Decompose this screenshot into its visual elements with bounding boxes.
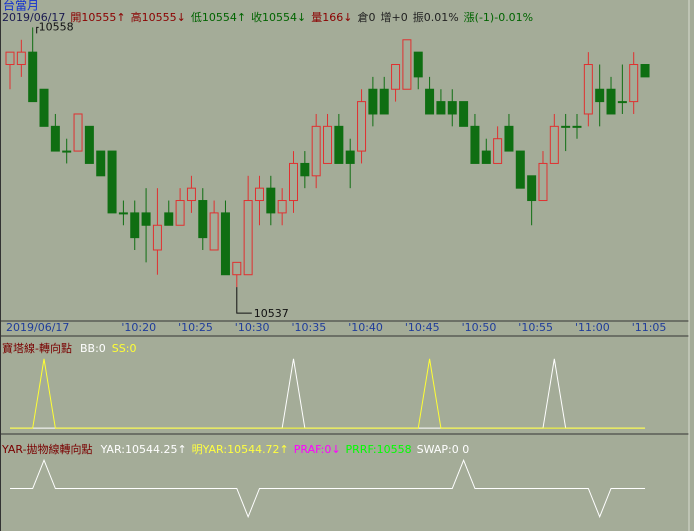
candle-body <box>311 125 321 177</box>
candle-body <box>527 175 537 202</box>
candle-body <box>289 162 298 202</box>
x-tick-label: '11:05 <box>632 321 667 334</box>
candle-body <box>334 125 344 164</box>
candle-body <box>28 51 38 103</box>
candle-body <box>561 125 571 128</box>
candle-body <box>141 212 151 226</box>
candle-body <box>459 101 469 127</box>
candle-body <box>50 125 60 152</box>
x-tick-label: '10:50 <box>462 321 497 334</box>
candle-body <box>243 200 253 276</box>
readout: 明YAR:10544.72↑ <box>192 443 289 456</box>
candle-body <box>118 212 128 215</box>
candle-body <box>504 125 514 152</box>
readout: PRAF:0↓ <box>294 443 341 456</box>
x-tick-label: '10:35 <box>292 321 327 334</box>
legend-entry: BB:0 <box>80 342 106 355</box>
candle-body <box>447 101 457 115</box>
candle-body <box>595 88 605 103</box>
candle-body <box>470 125 480 164</box>
x-tick-label: '10:30 <box>235 321 270 334</box>
candle-body <box>220 212 230 276</box>
candle-body <box>164 212 174 226</box>
candle-body <box>493 138 503 164</box>
x-tick-label: 2019/06/17 <box>6 321 69 334</box>
readout: PRRF:10558 <box>346 443 412 456</box>
candle-body <box>413 51 423 78</box>
low-connector <box>236 287 252 314</box>
info-item: 漲(-1)-0.01% <box>464 11 533 24</box>
candle-body <box>640 64 650 78</box>
indicator-line <box>10 458 646 519</box>
candle-body <box>391 64 401 90</box>
candle-body <box>515 150 525 189</box>
high-connector <box>36 26 39 34</box>
candle-body <box>606 88 616 115</box>
x-tick-label: '10:45 <box>405 321 440 334</box>
candle-body <box>481 150 491 164</box>
panel-title: 寶塔線-轉向點 <box>2 341 72 355</box>
candle-body <box>198 200 208 239</box>
legend-entry: SS:0 <box>112 342 137 355</box>
x-tick-label: '11:00 <box>575 321 610 334</box>
high-label: 10558 <box>39 20 74 33</box>
candle-body <box>232 261 242 276</box>
candle-body <box>84 125 94 164</box>
candle-body <box>62 150 72 153</box>
candle-body <box>254 187 264 202</box>
candle-body <box>617 101 627 104</box>
candle-body <box>629 64 639 103</box>
info-item: 倉0 <box>358 10 376 24</box>
info-item: 增+0 <box>381 10 408 24</box>
candle-body <box>323 125 333 164</box>
candle-body <box>16 51 26 66</box>
candle-body <box>583 64 593 115</box>
candle-body <box>549 125 559 164</box>
candle-body <box>96 150 106 177</box>
candle-body <box>5 51 15 66</box>
x-tick-label: '10:25 <box>178 321 213 334</box>
candle-body <box>402 39 412 90</box>
candle-body <box>277 200 287 214</box>
candle-body <box>368 88 378 115</box>
panel-title: YAR-拋物線轉向點 <box>1 442 93 456</box>
candle-body <box>357 101 367 152</box>
candle-body <box>175 200 185 226</box>
x-tick-label: '10:55 <box>518 321 553 334</box>
candle-body <box>107 150 117 214</box>
info-item: 開10555↑ <box>70 11 125 24</box>
candle-body <box>538 162 548 202</box>
low-label: 10537 <box>254 307 289 320</box>
indicator-line <box>10 358 646 429</box>
legend-entry: SWAP:0 0 <box>417 443 470 456</box>
candle-body <box>436 101 446 115</box>
candle-body <box>345 150 355 164</box>
info-item: 2019/06/17 <box>2 11 65 24</box>
candle-body <box>130 212 140 239</box>
candle-body <box>572 125 582 128</box>
info-item: 振0.01% <box>413 10 459 24</box>
candle-body <box>300 162 310 177</box>
info-item: 量166↓ <box>311 11 352 24</box>
candle-body <box>425 88 435 115</box>
info-item: 低10554↑ <box>191 11 246 24</box>
readout: YAR:10544.25↑ <box>100 443 187 456</box>
candle-body <box>39 88 49 127</box>
candle-body <box>186 187 196 202</box>
info-item: 收10554↓ <box>251 10 306 24</box>
info-item: 高10555↓ <box>131 10 186 24</box>
candle-body <box>209 212 219 251</box>
candle-body <box>379 88 389 115</box>
candle-body <box>266 187 276 214</box>
candle-body <box>152 224 162 251</box>
symbol-title: 台當月 <box>3 0 39 13</box>
x-tick-label: '10:20 <box>121 321 156 334</box>
candle-body <box>73 113 83 152</box>
x-tick-label: '10:40 <box>348 321 383 334</box>
